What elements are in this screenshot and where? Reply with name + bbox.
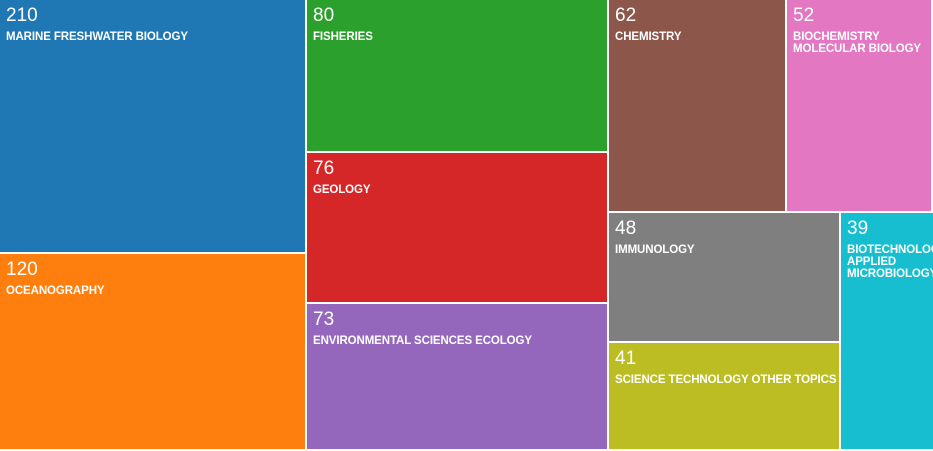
treemap-cell: 120 OCEANOGRAPHY (0, 254, 307, 451)
treemap-cell-label: CHEMISTRY (615, 31, 682, 43)
treemap-cell-label: ENVIRONMENTAL SCIENCES ECOLOGY (313, 335, 532, 347)
treemap-cell-value: 52 (793, 5, 815, 26)
treemap-cell: 76 GEOLOGY (307, 153, 609, 304)
treemap-cell-label: FISHERIES (313, 31, 373, 43)
treemap-cell-label: IMMUNOLOGY (615, 244, 695, 256)
treemap-cell: 62 CHEMISTRY (609, 0, 787, 213)
treemap-cell-value: 210 (6, 5, 38, 26)
treemap-cell-label: MARINE FRESHWATER BIOLOGY (6, 31, 188, 43)
treemap-cell-value: 120 (6, 259, 38, 280)
treemap-cell-value: 73 (313, 309, 335, 330)
treemap-cell: 39 BIOTECHNOLOGY APPLIED MICROBIOLOGY (841, 213, 933, 451)
treemap-cell-label: BIOTECHNOLOGY APPLIED MICROBIOLOGY (847, 244, 933, 280)
treemap-cell-label: BIOCHEMISTRY MOLECULAR BIOLOGY (793, 31, 921, 55)
treemap-cell-value: 76 (313, 158, 335, 179)
treemap-cell: 41 SCIENCE TECHNOLOGY OTHER TOPICS (609, 343, 841, 451)
treemap-cell-label: OCEANOGRAPHY (6, 285, 105, 297)
treemap-cell-value: 41 (615, 348, 637, 369)
treemap-cell-label: SCIENCE TECHNOLOGY OTHER TOPICS (615, 374, 837, 386)
treemap-cell: 73 ENVIRONMENTAL SCIENCES ECOLOGY (307, 304, 609, 451)
treemap-cell: 80 FISHERIES (307, 0, 609, 153)
treemap-cell: 48 IMMUNOLOGY (609, 213, 841, 343)
treemap-cell-value: 39 (847, 218, 869, 239)
treemap-cell: 52 BIOCHEMISTRY MOLECULAR BIOLOGY (787, 0, 933, 213)
treemap-cell-value: 62 (615, 5, 637, 26)
treemap-cell-value: 48 (615, 218, 637, 239)
treemap-cell-value: 80 (313, 5, 335, 26)
treemap-cell: 210 MARINE FRESHWATER BIOLOGY (0, 0, 307, 254)
treemap-cell-label: GEOLOGY (313, 184, 371, 196)
